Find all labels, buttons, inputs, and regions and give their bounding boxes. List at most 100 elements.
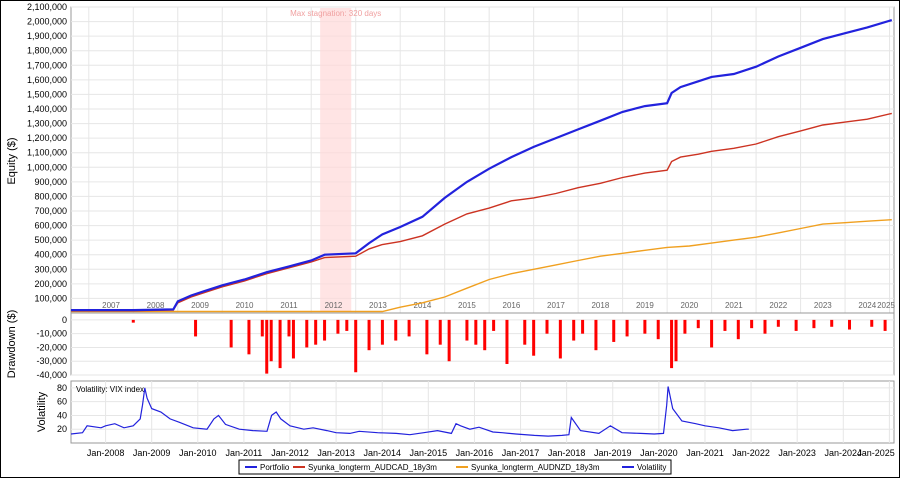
year-label: 2013 — [369, 301, 387, 310]
equity-tick-label: 1,700,000 — [27, 60, 67, 70]
drawdown-y-label: Drawdown ($) — [6, 310, 18, 378]
drawdown-grid — [71, 319, 894, 376]
drawdown-bar — [696, 319, 700, 329]
drawdown-tick-label: -30,000 — [36, 356, 67, 366]
drawdown-bar — [763, 319, 767, 334]
stagnation-label: Max stagnation: 320 days — [290, 9, 381, 18]
equity-tick-label: 400,000 — [34, 250, 67, 260]
x-tick-label: Jan-2018 — [548, 448, 586, 458]
drawdown-bar — [465, 319, 469, 341]
year-label: 2022 — [769, 301, 787, 310]
drawdown-bar — [394, 319, 398, 341]
x-tick-label: Jan-2008 — [87, 448, 125, 458]
drawdown-bar — [336, 319, 340, 334]
drawdown-bar — [594, 319, 598, 351]
drawdown-bar — [750, 319, 754, 329]
equity-tick-label: 100,000 — [34, 293, 67, 303]
x-tick-label: Jan-2023 — [778, 448, 816, 458]
drawdown-bar — [278, 319, 282, 369]
drawdown-bar — [425, 319, 429, 355]
drawdown-bar — [812, 319, 816, 329]
drawdown-bar — [581, 319, 585, 334]
drawdown-bar — [670, 319, 674, 369]
drawdown-bars — [131, 319, 887, 374]
year-label: 2025 — [877, 301, 895, 310]
x-tick-label: Jan-2016 — [456, 448, 494, 458]
year-label: 2020 — [680, 301, 698, 310]
stagnation-band — [320, 8, 352, 312]
drawdown-y-axis: 0 -10,000 -20,000 -30,000 -40,000 — [36, 315, 67, 380]
legend-label: Volatility — [637, 463, 666, 472]
year-label: 2010 — [236, 301, 254, 310]
equity-tick-label: 700,000 — [34, 206, 67, 216]
year-label: 2019 — [636, 301, 654, 310]
equity-tick-label: 900,000 — [34, 177, 67, 187]
drawdown-bar — [265, 319, 269, 374]
equity-tick-label: 1,900,000 — [27, 31, 67, 41]
drawdown-bar — [305, 319, 309, 348]
equity-tick-label: 1,200,000 — [27, 133, 67, 143]
equity-grid — [71, 6, 894, 313]
equity-tick-label: 1,300,000 — [27, 119, 67, 129]
equity-tick-label: 200,000 — [34, 279, 67, 289]
drawdown-bar — [367, 319, 371, 351]
year-label: 2016 — [503, 301, 521, 310]
drawdown-bar — [710, 319, 714, 348]
drawdown-tick-label: -40,000 — [36, 370, 67, 380]
volatility-tick-label: 20 — [57, 424, 67, 434]
year-label: 2021 — [725, 301, 743, 310]
year-label: 2007 — [102, 301, 120, 310]
drawdown-bar — [532, 319, 536, 356]
year-label: 2012 — [325, 301, 343, 310]
drawdown-bar — [674, 319, 678, 362]
volatility-grid — [71, 381, 894, 443]
drawdown-bar — [625, 319, 629, 337]
volatility-line — [70, 386, 749, 437]
year-label: 2011 — [280, 301, 298, 310]
stagnation-annotation: Max stagnation: 320 days — [290, 8, 381, 312]
year-label: 2024 — [858, 301, 876, 310]
volatility-tick-label: 60 — [57, 397, 67, 407]
drawdown-tick-label: -20,000 — [36, 342, 67, 352]
year-label: 2008 — [147, 301, 165, 310]
x-tick-label: Jan-2021 — [686, 448, 724, 458]
legend-box — [238, 459, 672, 475]
equity-tick-label: 2,000,000 — [27, 17, 67, 27]
drawdown-bar — [558, 319, 562, 359]
equity-y-axis: 100,000 200,000 300,000 400,000 500,000 600,0… — [27, 2, 67, 303]
equity-tick-label: 1,100,000 — [27, 148, 67, 158]
drawdown-bar — [723, 319, 727, 331]
year-label: 2023 — [814, 301, 832, 310]
volatility-y-axis: 20 40 60 80 — [57, 383, 67, 434]
drawdown-bar — [438, 319, 442, 345]
equity-y-label: Equity ($) — [6, 137, 18, 184]
drawdown-bar — [612, 319, 616, 342]
drawdown-bar — [314, 319, 318, 345]
x-tick-label: Jan-2013 — [317, 448, 355, 458]
x-tick-label: Jan-2012 — [271, 448, 309, 458]
year-label: 2014 — [414, 301, 432, 310]
drawdown-bar — [447, 319, 451, 362]
year-label: 2015 — [458, 301, 476, 310]
x-tick-label: Jan-2024 — [825, 448, 863, 458]
drawdown-bar — [523, 319, 527, 345]
x-tick-label: Jan-2010 — [179, 448, 217, 458]
drawdown-bar — [505, 319, 509, 364]
drawdown-bar — [291, 319, 295, 359]
volatility-tick-label: 80 — [57, 383, 67, 393]
volatility-series — [70, 386, 749, 437]
legend-label: Portfolio — [260, 463, 290, 472]
legend: Portfolio Syunka_longterm_AUDCAD_18y3m Syu… — [245, 463, 666, 472]
x-tick-label: Jan-2009 — [133, 448, 171, 458]
drawdown-tick-label: 0 — [62, 315, 67, 325]
drawdown-bar — [483, 319, 487, 351]
volatility-title: Volatility: VIX index — [76, 385, 144, 394]
drawdown-tick-label: -10,000 — [36, 329, 67, 339]
x-tick-label: Jan-2015 — [410, 448, 448, 458]
drawdown-bar — [131, 319, 135, 323]
drawdown-bar — [323, 319, 327, 341]
drawdown-bar — [269, 319, 273, 362]
volatility-x-axis: Jan-2008 Jan-2009 Jan-2010 Jan-2011 Jan-2012… — [87, 448, 895, 458]
series-line-syunka-longterm-audnzd-18y3m — [71, 219, 892, 313]
